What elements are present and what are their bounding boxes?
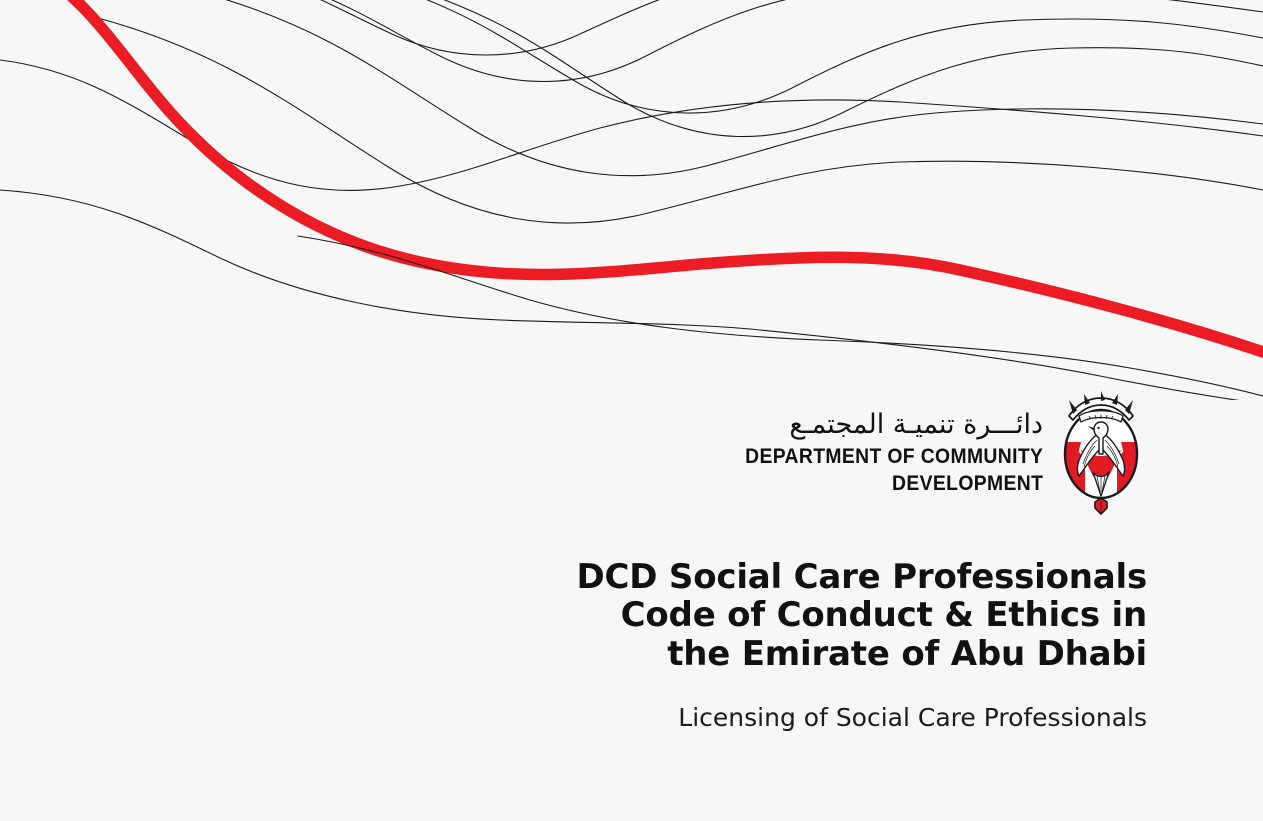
- logo-english-line-1: DEPARTMENT OF COMMUNITY: [744, 444, 1043, 469]
- wave-line-7: [97, 17, 1263, 224]
- wave-line-1: [320, 0, 660, 56]
- wave-line-9: [297, 235, 1263, 397]
- document-subtitle: Licensing of Social Care Professionals: [678, 703, 1147, 733]
- dcd-logo: دائـــرة تنميـة المجتمـع DEPARTMENT OF C…: [387, 388, 1147, 516]
- abu-dhabi-falcon-emblem-icon: [1055, 388, 1147, 516]
- wave-line-4: [443, 0, 1263, 138]
- document-title-line-1: DCD Social Care Professionals: [576, 557, 1147, 597]
- cover-content: دائـــرة تنميـة المجتمـع DEPARTMENT OF C…: [387, 388, 1147, 733]
- wave-decoration: [0, 0, 1263, 400]
- wave-line-8: [0, 189, 1240, 400]
- wave-line-2: [330, 0, 1263, 82]
- wave-line-6: [225, 0, 1263, 177]
- document-title: DCD Social Care Professionals Code of Co…: [387, 557, 1148, 674]
- wave-accent-line: [67, 0, 1263, 358]
- document-title-line-3: the Emirate of Abu Dhabi: [667, 633, 1147, 674]
- wave-line-5: [0, 59, 1263, 191]
- document-title-line-2: Code of Conduct & Ethics in: [620, 595, 1148, 636]
- logo-english-line-2: DEVELOPMENT: [891, 471, 1043, 496]
- logo-arabic-name: دائـــرة تنميـة المجتمـع: [789, 408, 1043, 440]
- wave-line-3: [426, 0, 1263, 114]
- logo-wordmark: دائـــرة تنميـة المجتمـع DEPARTMENT OF C…: [712, 407, 1043, 498]
